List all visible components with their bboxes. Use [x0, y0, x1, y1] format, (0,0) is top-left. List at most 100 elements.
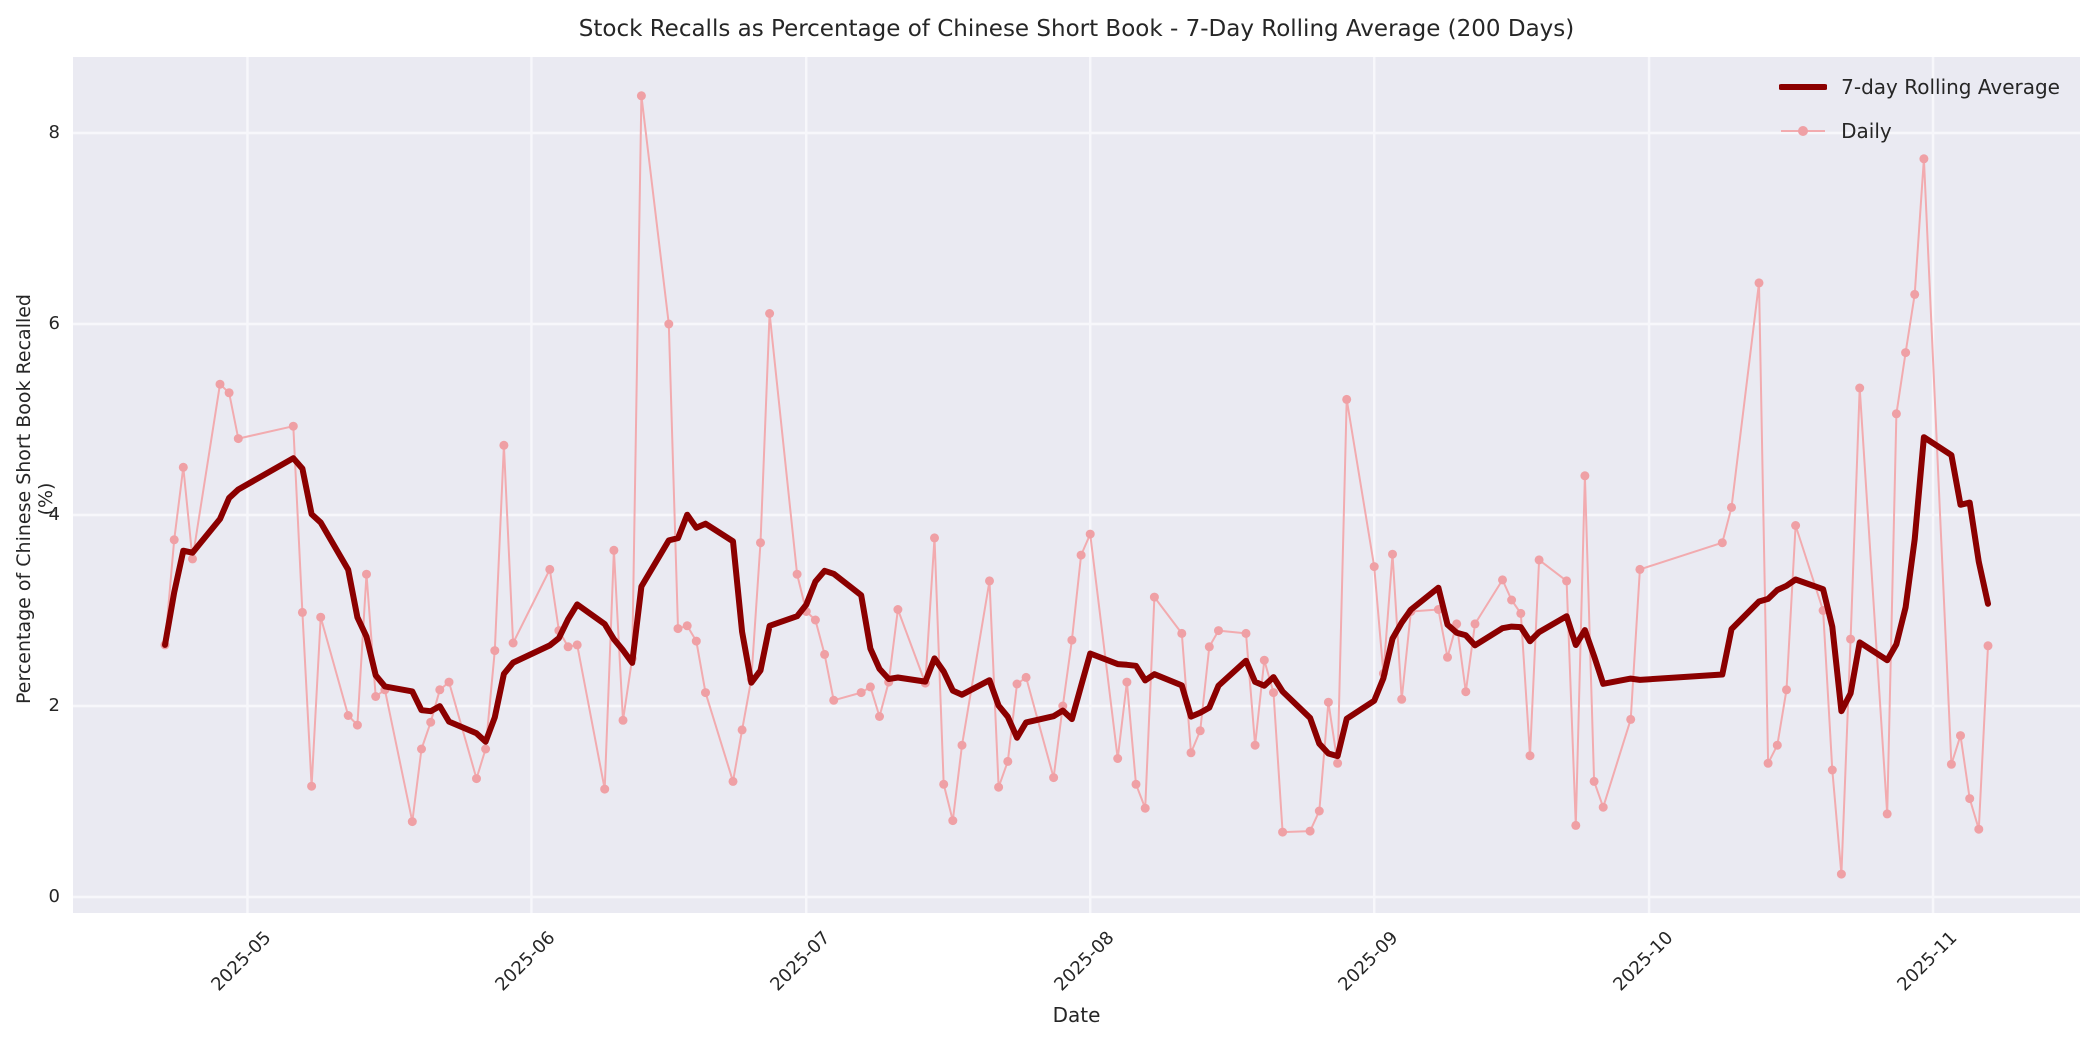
daily-marker	[1452, 619, 1462, 629]
daily-marker	[371, 692, 381, 701]
daily-marker	[1470, 619, 1480, 629]
daily-marker	[1946, 759, 1956, 769]
daily-marker	[1214, 626, 1223, 636]
daily-marker	[545, 564, 555, 574]
daily-marker	[957, 740, 967, 750]
y-tick-label: 6	[48, 313, 60, 334]
daily-marker	[939, 779, 949, 789]
daily-marker	[1965, 794, 1975, 804]
daily-marker	[792, 569, 802, 579]
daily-marker	[1571, 820, 1581, 830]
daily-marker	[1598, 802, 1608, 812]
daily-marker	[1278, 827, 1288, 837]
daily-marker	[352, 720, 362, 730]
daily-marker	[1269, 688, 1278, 698]
y-axis-label: Percentage of Chinese Short Book Recalle…	[13, 294, 57, 705]
daily-marker	[1901, 348, 1911, 358]
daily-marker	[508, 638, 518, 648]
daily-marker	[1058, 701, 1068, 711]
daily-marker	[1956, 731, 1965, 741]
daily-marker	[1076, 550, 1086, 560]
daily-marker	[224, 388, 234, 398]
daily-marker	[407, 817, 417, 827]
daily-marker	[1241, 628, 1251, 638]
legend-item-daily: Daily	[1779, 114, 2060, 148]
daily-marker	[682, 621, 692, 631]
daily-marker	[930, 533, 939, 543]
legend-item-rolling: 7-day Rolling Average	[1779, 70, 2060, 104]
daily-marker	[1305, 826, 1315, 836]
daily-marker	[1186, 748, 1196, 758]
daily-marker	[1891, 409, 1901, 419]
daily-marker	[875, 712, 884, 721]
legend: 7-day Rolling Average Daily	[1769, 64, 2070, 154]
daily-marker	[1534, 555, 1544, 565]
daily-marker	[1919, 154, 1929, 164]
legend-label-rolling: 7-day Rolling Average	[1841, 75, 2060, 99]
daily-marker	[572, 640, 582, 650]
daily-marker	[1012, 679, 1022, 689]
daily-marker	[1727, 502, 1736, 512]
daily-marker	[701, 688, 710, 698]
plot-background	[73, 57, 2080, 913]
daily-marker	[1067, 635, 1077, 645]
daily-marker	[1140, 803, 1150, 813]
daily-marker	[1846, 634, 1856, 644]
daily-marker	[618, 715, 628, 725]
y-tick-label: 8	[48, 122, 60, 143]
daily-marker	[1974, 824, 1984, 834]
daily-marker	[1195, 726, 1205, 736]
daily-marker	[1772, 740, 1782, 750]
chart-title: Stock Recalls as Percentage of Chinese S…	[578, 16, 1575, 42]
daily-marker	[1525, 751, 1535, 761]
daily-marker	[169, 535, 179, 545]
daily-marker	[1388, 549, 1397, 559]
daily-marker	[994, 782, 1004, 792]
daily-marker	[1782, 685, 1791, 695]
daily-marker	[1791, 521, 1801, 530]
daily-marker	[609, 545, 619, 555]
daily-marker	[664, 319, 674, 329]
daily-marker	[856, 688, 866, 698]
daily-marker	[765, 309, 775, 318]
daily-marker	[1498, 575, 1507, 585]
y-tick-label: 0	[48, 886, 60, 907]
daily-marker	[948, 816, 958, 826]
daily-marker	[1085, 529, 1095, 539]
daily-marker	[1323, 697, 1333, 707]
daily-marker	[1443, 652, 1452, 662]
daily-marker	[1314, 806, 1324, 816]
daily-marker	[1827, 765, 1837, 775]
x-axis-label: Date	[1052, 1003, 1101, 1027]
daily-marker	[1589, 776, 1599, 786]
daily-marker	[426, 717, 436, 727]
daily-marker	[820, 649, 830, 659]
y-tick-label: 2	[48, 695, 60, 716]
daily-marker	[1003, 756, 1013, 766]
daily-marker	[1461, 687, 1471, 697]
daily-marker	[490, 646, 500, 656]
daily-marker	[215, 379, 225, 389]
daily-marker	[1754, 278, 1764, 288]
daily-marker	[1113, 754, 1123, 763]
daily-marker	[1836, 869, 1846, 879]
daily-marker	[829, 695, 839, 705]
daily-line-sample-icon	[1781, 126, 1826, 136]
daily-marker	[563, 642, 573, 652]
rolling-average-line	[162, 434, 1991, 760]
daily-marker	[1122, 677, 1132, 687]
daily-marker	[1259, 655, 1269, 665]
daily-marker	[810, 615, 820, 625]
daily-marker	[499, 440, 509, 450]
daily-marker	[1717, 538, 1727, 548]
daily-marker	[1369, 562, 1379, 572]
daily-marker	[472, 774, 481, 784]
daily-marker	[307, 781, 317, 791]
daily-marker	[288, 421, 298, 431]
daily-marker	[1626, 714, 1636, 724]
daily-marker	[985, 576, 994, 586]
daily-marker	[893, 605, 903, 614]
daily-marker	[435, 685, 445, 695]
legend-label-daily: Daily	[1841, 119, 1892, 143]
